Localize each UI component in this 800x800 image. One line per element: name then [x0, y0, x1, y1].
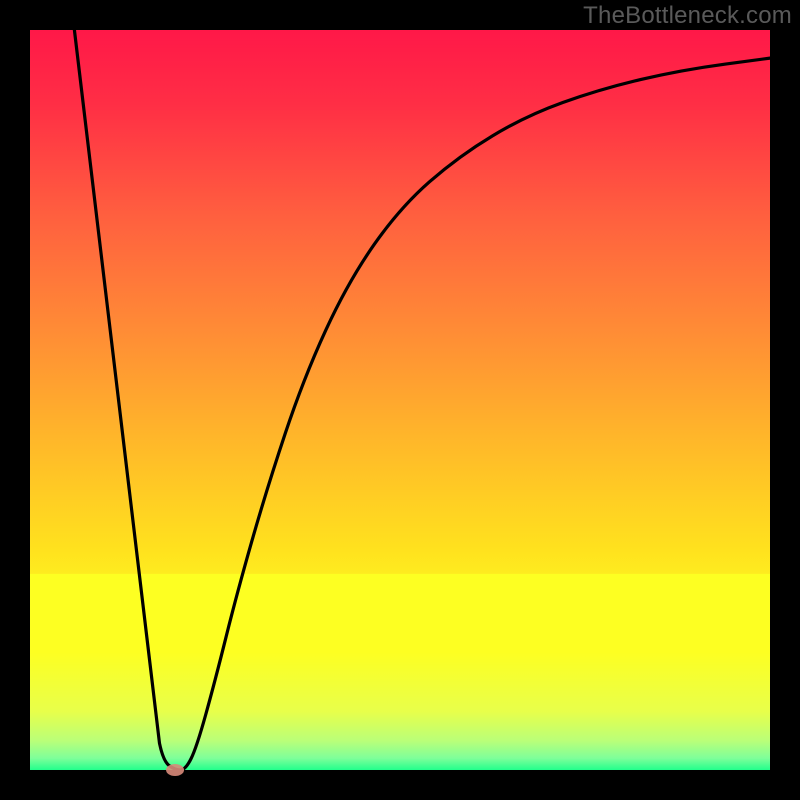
- minimum-marker: [166, 764, 184, 776]
- plot-bottom-strip: [30, 574, 770, 770]
- watermark-text: TheBottleneck.com: [583, 2, 792, 30]
- chart-frame: TheBottleneck.com: [0, 0, 800, 800]
- bottleneck-curve-chart: [0, 0, 800, 800]
